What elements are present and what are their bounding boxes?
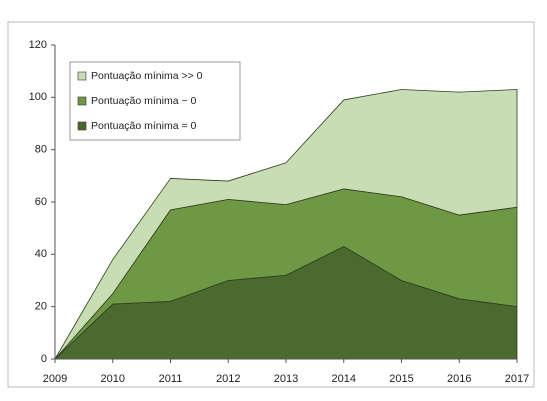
y-tick-label: 0	[41, 353, 47, 365]
legend-label: Pontuação mínima >> 0	[91, 70, 203, 82]
x-tick-label: 2009	[43, 373, 67, 385]
legend: Pontuação mínima >> 0 Pontuação mínima ~ …	[69, 61, 241, 141]
y-tick-label: 100	[29, 91, 47, 103]
y-tick-label: 120	[29, 39, 47, 51]
legend-label: Pontuação mínima = 0	[91, 120, 197, 132]
x-tick-label: 2011	[159, 373, 183, 385]
y-tick-label: 20	[35, 301, 47, 313]
y-tick-label: 80	[35, 144, 47, 156]
legend-box	[69, 61, 241, 141]
x-tick-label: 2012	[216, 373, 240, 385]
area	[54, 89, 518, 360]
legend-swatch	[77, 71, 87, 81]
y-tick-label: 40	[35, 248, 47, 260]
x-tick-label: 2013	[274, 373, 298, 385]
x-tick-label: 2014	[332, 373, 356, 385]
x-tick-label: 2015	[389, 373, 413, 385]
x-tick-label: 2016	[447, 373, 471, 385]
chart-frame	[7, 21, 535, 388]
legend-label: Pontuação mínima ~ 0	[91, 95, 197, 107]
y-tick-label: 60	[35, 196, 47, 208]
x-tick-label: 2010	[101, 373, 125, 385]
x-tick-label: 2017	[505, 373, 529, 385]
legend-swatch	[77, 121, 87, 131]
legend-swatch	[77, 96, 87, 106]
